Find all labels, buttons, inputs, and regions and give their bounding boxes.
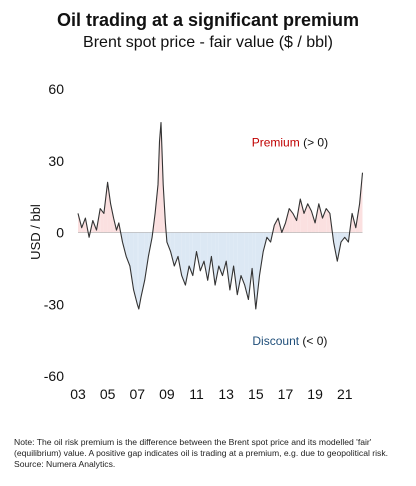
x-axis-ticks: 03 05 07 09 11 13 15 17 19 21 — [70, 386, 353, 402]
x-tick-label: 07 — [129, 386, 145, 402]
premium-fill — [159, 122, 161, 233]
discount-fill — [218, 232, 223, 276]
x-tick-label: 15 — [248, 386, 264, 402]
discount-fill — [215, 232, 219, 286]
discount-fill — [248, 232, 253, 300]
premium-fill — [100, 208, 104, 233]
premium-fill — [103, 182, 108, 233]
premium-annotation: Premium (> 0) — [252, 135, 328, 149]
footnote: Note: The oil risk premium is the differ… — [14, 437, 389, 469]
discount-fill — [200, 232, 204, 271]
discount-fill — [226, 232, 230, 290]
premium-fill — [311, 211, 316, 233]
premium-fill — [274, 218, 279, 233]
x-tick-label: 11 — [189, 386, 204, 402]
chart-subtitle: Brent spot price - fair value ($ / bbl) — [83, 34, 333, 51]
discount-fill — [241, 232, 245, 286]
premium-fill — [300, 199, 304, 233]
discount-fill — [233, 232, 238, 295]
discount-fill — [133, 232, 138, 305]
y-tick-label: 30 — [48, 153, 64, 169]
discount-fill — [137, 232, 139, 309]
premium-fill — [285, 208, 290, 233]
discount-fill — [341, 232, 345, 243]
premium-fill — [289, 208, 293, 233]
premium-fill — [107, 182, 111, 233]
discount-fill — [344, 232, 349, 243]
y-tick-label: 0 — [56, 225, 64, 241]
discount-fill — [181, 232, 186, 286]
x-tick-label: 09 — [159, 386, 175, 402]
y-tick-label: 60 — [48, 81, 64, 97]
discount-fill — [138, 232, 141, 309]
discount-fill — [204, 232, 208, 281]
premium-fill — [318, 203, 323, 233]
x-tick-label: 13 — [218, 386, 234, 402]
discount-fill — [229, 232, 234, 290]
premium-fill — [304, 203, 308, 233]
discount-fill — [266, 232, 271, 243]
series-line — [77, 121, 364, 310]
annotations: Premium (> 0) Discount (< 0) — [252, 135, 328, 348]
discount-fill — [178, 232, 182, 276]
discount-fill — [170, 232, 175, 266]
discount-fill — [255, 232, 260, 309]
y-axis-ticks: 60 30 0 -30 -60 — [44, 81, 64, 384]
discount-annotation: Discount (< 0) — [252, 334, 327, 348]
chart-title: Oil trading at a significant premium — [56, 10, 360, 30]
discount-fill — [141, 232, 145, 298]
discount-fill — [207, 232, 212, 281]
x-tick-label: 03 — [70, 386, 86, 402]
discount-fill — [244, 232, 249, 300]
premium-fill — [110, 203, 114, 233]
premium-fill — [292, 213, 297, 233]
x-tick-label: 05 — [100, 386, 116, 402]
premium-fill — [326, 208, 330, 233]
x-tick-label: 19 — [307, 386, 323, 402]
discount-fill — [189, 232, 193, 276]
x-tick-label: 17 — [278, 386, 294, 402]
x-tick-label: 21 — [337, 386, 353, 402]
discount-fill — [144, 232, 149, 281]
premium-fill — [359, 172, 363, 233]
discount-fill — [211, 232, 216, 286]
discount-fill — [252, 232, 256, 309]
discount-fill — [196, 232, 201, 271]
chart-plot: 60 30 0 -30 -60 03 05 07 09 11 13 15 17 19 21 USD / b… — [28, 81, 364, 402]
discount-fill — [259, 232, 264, 276]
y-tick-label: -60 — [44, 368, 64, 384]
y-tick-label: -30 — [44, 296, 64, 312]
premium-fill — [322, 208, 327, 233]
area-fills — [78, 122, 363, 309]
discount-fill — [185, 232, 190, 286]
y-axis-label: USD / bbl — [28, 204, 43, 260]
discount-fill — [192, 232, 197, 276]
discount-fill — [122, 232, 127, 257]
discount-fill — [166, 232, 171, 252]
discount-fill — [222, 232, 227, 276]
premium-fill — [307, 203, 312, 233]
discount-fill — [129, 232, 134, 290]
